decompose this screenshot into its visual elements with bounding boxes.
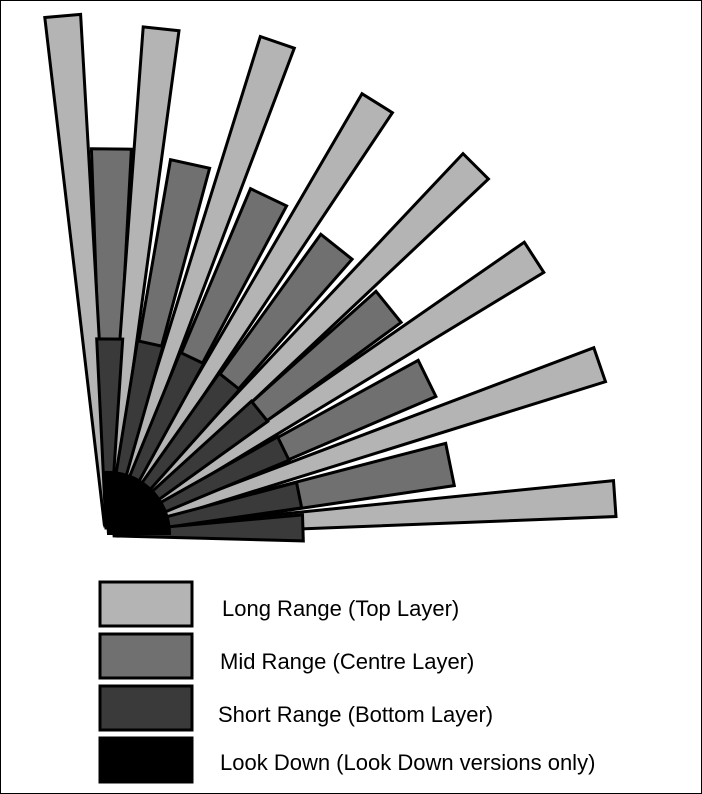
legend: Long Range (Top Layer) Mid Range (Centre… bbox=[98, 580, 595, 784]
legend-swatch-mid bbox=[98, 632, 194, 680]
legend-label-look: Look Down (Look Down versions only) bbox=[220, 750, 595, 775]
legend-swatch-look bbox=[98, 736, 194, 784]
legend-label-mid: Mid Range (Centre Layer) bbox=[220, 649, 474, 674]
legend-label-short: Short Range (Bottom Layer) bbox=[218, 702, 493, 727]
legend-label-long: Long Range (Top Layer) bbox=[222, 596, 459, 621]
look-down-zone bbox=[102, 470, 172, 535]
coverage-fan bbox=[43, 12, 618, 543]
legend-swatch-short bbox=[98, 684, 194, 732]
legend-swatch-long bbox=[98, 580, 194, 628]
